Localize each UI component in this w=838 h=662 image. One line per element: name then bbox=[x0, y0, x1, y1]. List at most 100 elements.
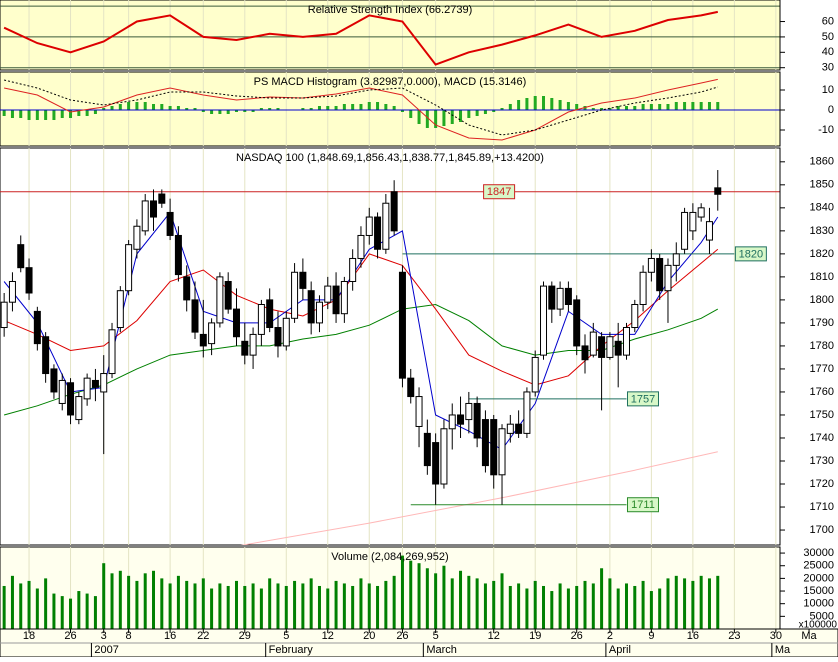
level-label: 1757 bbox=[631, 393, 655, 405]
y-tick-label: 60 bbox=[822, 15, 834, 27]
candle-body bbox=[174, 234, 182, 276]
histogram-bar bbox=[176, 106, 180, 110]
volume-bar bbox=[442, 565, 446, 629]
candle-body bbox=[606, 336, 614, 358]
volume-bar bbox=[93, 596, 97, 629]
volume-bar bbox=[243, 585, 247, 629]
volume-bar bbox=[35, 588, 39, 629]
candle-body bbox=[382, 202, 390, 250]
histogram-bar bbox=[434, 110, 438, 128]
volume-bar bbox=[658, 588, 662, 629]
x-tick-label: Ma bbox=[801, 630, 817, 642]
histogram-bar bbox=[276, 108, 280, 110]
histogram-bar bbox=[160, 104, 164, 110]
histogram-bar bbox=[558, 100, 562, 110]
volume-bar bbox=[301, 583, 305, 629]
volume-bar bbox=[77, 591, 81, 629]
volume-bar bbox=[152, 570, 156, 629]
volume-bar bbox=[326, 588, 330, 629]
y-tick-label: 15000 bbox=[803, 585, 834, 597]
histogram-bar bbox=[93, 110, 97, 114]
plot-area bbox=[0, 148, 780, 545]
y-tick-label: 1720 bbox=[810, 478, 834, 490]
candle-body bbox=[282, 317, 290, 347]
candle-body bbox=[191, 299, 199, 333]
histogram-bar bbox=[234, 110, 238, 112]
histogram-bar bbox=[716, 102, 720, 110]
histogram-bar bbox=[367, 102, 371, 110]
y-tick-label: 1730 bbox=[810, 455, 834, 467]
candle-body bbox=[440, 428, 448, 485]
histogram-bar bbox=[674, 102, 678, 110]
candle-body bbox=[91, 379, 99, 388]
histogram-bar bbox=[334, 106, 338, 110]
candle-body bbox=[481, 419, 489, 467]
candle-body bbox=[332, 285, 340, 315]
candle-body bbox=[42, 336, 50, 375]
histogram-bar bbox=[566, 102, 570, 110]
volume-bar bbox=[649, 591, 653, 629]
y-tick-label: 1800 bbox=[810, 294, 834, 306]
x-tick-label: 3 bbox=[101, 630, 107, 642]
histogram-bar bbox=[201, 110, 205, 112]
candle-body bbox=[697, 207, 705, 218]
y-tick-label: 1700 bbox=[810, 524, 834, 536]
volume-bar bbox=[600, 568, 604, 629]
histogram-bar bbox=[35, 110, 39, 120]
volume-bar bbox=[342, 583, 346, 629]
x-tick-label: 12 bbox=[322, 630, 334, 642]
candle-body bbox=[58, 379, 66, 404]
candle-body bbox=[266, 299, 274, 329]
histogram-bar bbox=[326, 106, 330, 110]
candle-body bbox=[714, 187, 722, 195]
candle-body bbox=[166, 211, 174, 236]
histogram-bar bbox=[342, 104, 346, 110]
histogram-bar bbox=[10, 110, 14, 118]
level-label-box bbox=[626, 391, 659, 407]
volume-bar bbox=[218, 583, 222, 629]
volume-bar bbox=[666, 578, 670, 629]
volume-bar bbox=[500, 573, 504, 629]
month-label: Ma bbox=[775, 644, 791, 656]
candle-body bbox=[216, 276, 224, 324]
macd-line bbox=[3, 78, 718, 141]
volume-bar bbox=[251, 583, 255, 629]
histogram-bar bbox=[359, 104, 363, 110]
panel-title: PS MACD Histogram (3.82987,0.000), MACD … bbox=[254, 76, 527, 88]
x-tick-label: 18 bbox=[23, 630, 35, 642]
volume-bar bbox=[459, 570, 463, 629]
volume-bar bbox=[699, 575, 703, 629]
candle-body bbox=[589, 331, 597, 356]
volume-bar bbox=[351, 585, 355, 629]
volume-bar bbox=[168, 583, 172, 629]
volume-bar bbox=[683, 578, 687, 629]
x-tick-label: 22 bbox=[197, 630, 209, 642]
candle-body bbox=[664, 264, 672, 292]
x-tick-label: 30 bbox=[770, 630, 782, 642]
histogram-bar bbox=[317, 106, 321, 110]
volume-bar bbox=[359, 578, 363, 629]
candle-body bbox=[564, 287, 572, 305]
candle-body bbox=[573, 299, 581, 347]
volume-bar bbox=[118, 570, 122, 629]
candle-body bbox=[540, 285, 548, 356]
candle-body bbox=[374, 216, 382, 250]
candle-body bbox=[33, 310, 41, 345]
candle-body bbox=[457, 414, 465, 425]
candle-body bbox=[622, 327, 630, 356]
volume-bar bbox=[52, 593, 56, 629]
y-tick-label: 1810 bbox=[810, 271, 834, 283]
volume-bar bbox=[226, 585, 230, 629]
histogram-bar bbox=[210, 110, 214, 114]
y-tick-label: 25000 bbox=[803, 560, 834, 572]
histogram-bar bbox=[699, 102, 703, 110]
volume-bar bbox=[566, 588, 570, 629]
histogram-bar bbox=[649, 104, 653, 110]
candle-body bbox=[116, 290, 124, 329]
candle-body bbox=[548, 285, 556, 310]
histogram-bar bbox=[425, 110, 429, 128]
plot-area bbox=[0, 0, 780, 70]
candle-body bbox=[498, 428, 506, 476]
histogram-bar bbox=[666, 104, 670, 110]
